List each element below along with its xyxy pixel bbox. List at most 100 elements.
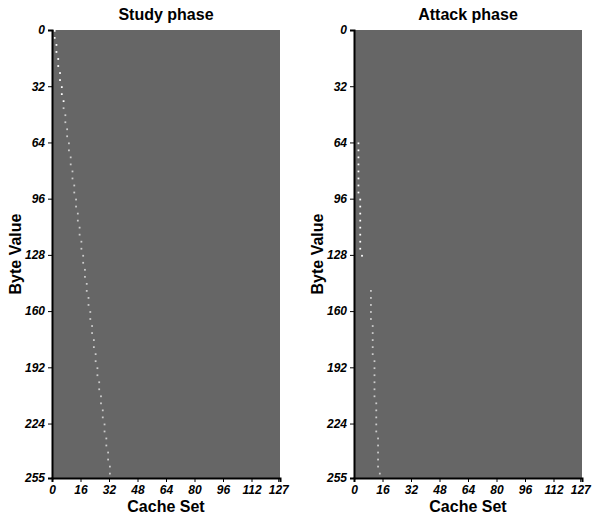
heatmap-cell	[54, 37, 56, 39]
y-tick-mark	[350, 30, 354, 31]
y-tick-label: 128	[25, 248, 45, 262]
title: Study phase	[118, 6, 213, 23]
y-tick-mark	[48, 255, 52, 256]
x-axis: 0163248648096112127	[351, 478, 592, 497]
x-tick: 64	[462, 478, 476, 497]
x-tick-label: 127	[269, 483, 290, 497]
y-tick: 64	[334, 136, 354, 150]
y-tick: 128	[25, 248, 52, 262]
y-tick-label: 96	[32, 192, 46, 206]
x-tick-mark	[166, 478, 167, 482]
x-tick-label: 0	[351, 483, 358, 497]
heatmap-cell	[370, 311, 372, 313]
y-tick: 32	[334, 80, 354, 94]
heatmap-cell	[375, 402, 377, 404]
y-tick-label: 32	[334, 80, 348, 94]
heatmap-cell	[57, 58, 59, 60]
y-tick: 64	[32, 136, 52, 150]
y-axis-title: Byte Value	[7, 213, 24, 294]
y-tick-mark	[48, 86, 52, 87]
heatmap-cell	[66, 128, 68, 130]
heatmap-cell	[370, 304, 372, 306]
x-axis-title: Cache Set	[127, 498, 205, 515]
y-tick-mark	[350, 478, 354, 479]
x-tick: 112	[242, 478, 261, 497]
x-tick-label: 32	[405, 483, 419, 497]
x-tick-mark	[497, 478, 498, 482]
y-tick-mark	[48, 311, 52, 312]
x-tick: 64	[160, 478, 174, 497]
heatmap-cell	[374, 360, 376, 362]
x-tick-label: 32	[103, 483, 117, 497]
heatmap-cell	[70, 156, 72, 158]
heatmap-cell	[374, 374, 376, 376]
chart-root: 0163248648096112127032649612816019222425…	[0, 0, 610, 522]
x-axis-line	[355, 479, 583, 483]
x-tick: 96	[217, 478, 231, 497]
x-tick-mark	[195, 478, 196, 482]
x-tick-mark	[252, 478, 253, 482]
heatmap-cell	[372, 339, 374, 341]
heatmap-cell	[102, 417, 104, 419]
heatmap-cell	[374, 381, 376, 383]
heatmap-cell	[377, 466, 379, 468]
y-tick-label: 255	[326, 471, 347, 485]
x-tick-label: 16	[74, 483, 88, 497]
x-tick: 127	[269, 478, 290, 497]
x-tick-label: 112	[544, 483, 563, 497]
heatmap-cell	[93, 339, 95, 341]
heatmap-cell	[379, 473, 381, 475]
heatmap-cell	[89, 311, 91, 313]
heatmap-cell	[359, 241, 361, 243]
y-tick-label: 0	[38, 23, 45, 37]
heatmap-cell	[359, 206, 361, 208]
y-tick-mark	[48, 142, 52, 143]
y-tick-label: 192	[25, 361, 45, 375]
y-tick-label: 64	[32, 136, 46, 150]
heatmap-cell	[372, 325, 374, 327]
heatmap-cell	[374, 388, 376, 390]
heatmap-cell	[109, 473, 111, 475]
y-tick: 160	[327, 304, 354, 318]
heatmap-cell	[377, 438, 379, 440]
y-axis-title: Byte Value	[309, 213, 326, 294]
heatmap-cell	[86, 290, 88, 292]
heatmap-cell	[374, 395, 376, 397]
x-tick-label: 64	[160, 483, 174, 497]
x-tick-mark	[109, 478, 110, 482]
heatmap-cell	[70, 164, 72, 166]
x-tick-label: 48	[130, 483, 145, 497]
x-tick-mark	[223, 478, 224, 482]
x-tick-label: 127	[571, 483, 592, 497]
heatmap-cell	[93, 346, 95, 348]
x-tick: 48	[130, 478, 145, 497]
heatmap-cell	[56, 51, 58, 53]
heatmap-cell	[64, 114, 66, 116]
heatmap-cell	[79, 234, 81, 236]
x-tick-mark	[440, 478, 441, 482]
y-tick-label: 160	[327, 304, 347, 318]
y-tick-mark	[48, 478, 52, 479]
heatmap-cell	[68, 149, 70, 151]
y-tick-mark	[350, 86, 354, 87]
heatmap-cell	[73, 192, 75, 194]
y-tick: 255	[326, 471, 354, 485]
heatmap-cell	[86, 283, 88, 285]
y-tick: 192	[25, 361, 52, 375]
y-tick-mark	[48, 30, 52, 31]
heatmap-cell	[359, 213, 361, 215]
y-tick: 192	[327, 361, 354, 375]
heatmap-cell	[375, 431, 377, 433]
heatmap-cell	[98, 381, 100, 383]
heatmap-cell	[361, 255, 363, 257]
y-tick-label: 192	[327, 361, 347, 375]
x-tick-label: 64	[462, 483, 476, 497]
heatmap-cell	[370, 318, 372, 320]
heatmap-cell	[358, 156, 360, 158]
heatmap-cell	[88, 304, 90, 306]
x-tick-label: 96	[217, 483, 231, 497]
x-tick: 80	[490, 478, 504, 497]
x-tick-mark	[554, 478, 555, 482]
heatmap-cell	[81, 241, 83, 243]
heatmap-cell	[107, 452, 109, 454]
